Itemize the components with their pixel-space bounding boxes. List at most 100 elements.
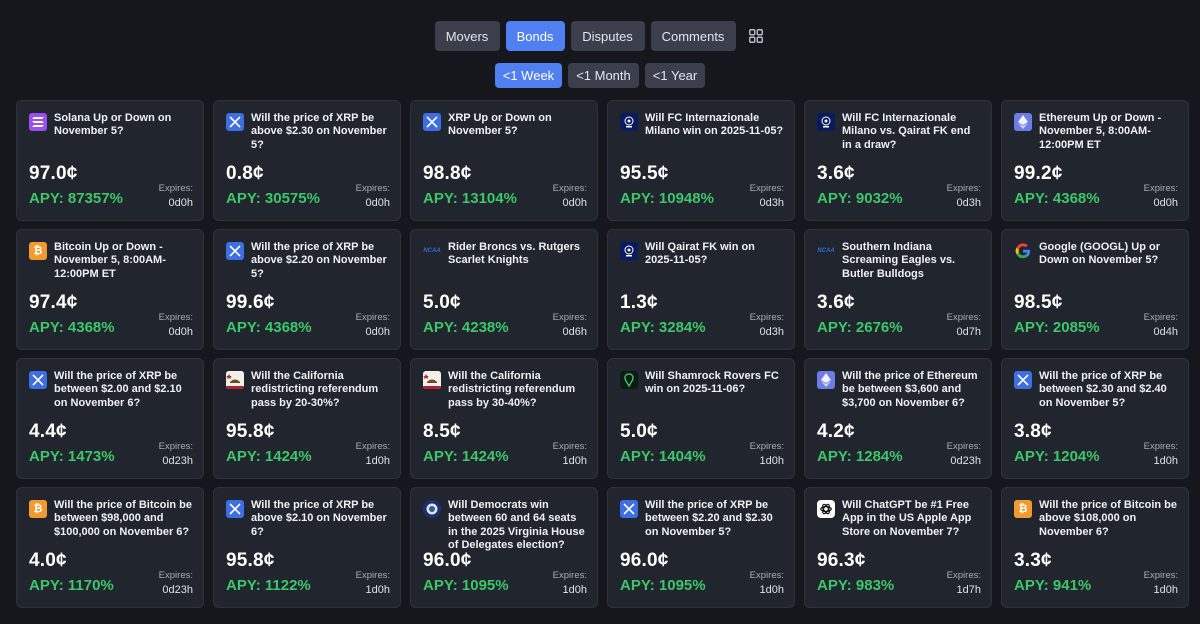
grid-view-icon[interactable] — [746, 21, 766, 51]
tab-disputes[interactable]: Disputes — [570, 21, 645, 51]
expires-value: 0d6h — [562, 326, 587, 338]
bond-card[interactable]: Will the California redistricting refere… — [213, 358, 401, 479]
bond-card[interactable]: ₿ Will the price of Bitcoin be above $108… — [1001, 487, 1189, 608]
bond-card[interactable]: Will the price of XRP be between $2.00 a… — [16, 358, 204, 479]
bond-card[interactable]: Will the price of XRP be between $2.30 a… — [1001, 358, 1189, 479]
view-tabs: Movers Bonds Disputes Comments — [0, 21, 1200, 51]
bond-card[interactable]: XRP Up or Down on November 5? 98.8¢ APY: 1… — [410, 100, 598, 221]
expires-label: Expires: — [749, 312, 784, 323]
bond-card[interactable]: Will the price of Ethereum be between $3… — [804, 358, 992, 479]
card-title[interactable]: Will the price of XRP be above $2.10 on … — [251, 499, 387, 538]
bond-card[interactable]: Will the price of XRP be between $2.20 a… — [607, 487, 795, 608]
bond-card[interactable]: Will the California redistricting refere… — [410, 358, 598, 479]
expires-value: 0d0h — [168, 326, 193, 338]
card-title[interactable]: Will Qairat FK win on 2025-11-05? — [645, 241, 755, 267]
bond-cards-grid: Solana Up or Down on November 5? 97.0¢ APY… — [16, 100, 1198, 608]
card-title[interactable]: Will Democrats win between 60 and 64 sea… — [448, 499, 585, 552]
bond-card[interactable]: NCAA Southern Indiana Screaming Eagles vs… — [804, 229, 992, 350]
card-apy: APY: 1284% — [817, 448, 903, 465]
card-price: 3.8¢ — [1014, 421, 1052, 442]
tab-bonds[interactable]: Bonds — [505, 21, 565, 51]
expires-value: 0d3h — [759, 197, 784, 209]
card-title[interactable]: Will the price of XRP be between $2.30 a… — [1039, 370, 1167, 409]
expires-value: 1d0h — [562, 584, 587, 596]
card-title[interactable]: Will FC Internazionale Milano win on 202… — [645, 112, 784, 138]
card-apy: APY: 1122% — [226, 577, 311, 594]
card-title[interactable]: Will the price of Bitcoin be between $98… — [54, 499, 193, 538]
bond-card[interactable]: Will FC Internazionale Milano win on 202… — [607, 100, 795, 221]
expires-value: 0d3h — [956, 197, 981, 209]
expires-value: 1d0h — [365, 584, 390, 596]
period-1-week[interactable]: <1 Week — [494, 63, 563, 88]
champions-league-icon — [817, 113, 835, 131]
expires-label: Expires: — [749, 183, 784, 194]
bond-card[interactable]: Google (GOOGL) Up or Down on November 5?… — [1001, 229, 1189, 350]
expires-label: Expires: — [158, 570, 193, 581]
period-1-year[interactable]: <1 Year — [644, 63, 706, 88]
card-price: 96.0¢ — [620, 550, 669, 571]
ethereum-icon — [1014, 113, 1032, 131]
card-title[interactable]: Solana Up or Down on November 5? — [54, 112, 172, 138]
card-apy: APY: 1404% — [620, 448, 706, 465]
card-price: 95.8¢ — [226, 550, 275, 571]
card-title[interactable]: Will the price of XRP be above $2.20 on … — [251, 241, 387, 280]
card-price: 5.0¢ — [620, 421, 658, 442]
expires-value: 0d7h — [956, 326, 981, 338]
card-title[interactable]: Will the price of Ethereum be between $3… — [842, 370, 978, 409]
bond-card[interactable]: Will Qairat FK win on 2025-11-05? 1.3¢ APY… — [607, 229, 795, 350]
bond-card[interactable]: Ethereum Up or Down - November 5, 8:00AM… — [1001, 100, 1189, 221]
card-price: 98.5¢ — [1014, 292, 1063, 313]
expires-label: Expires: — [552, 183, 587, 194]
card-apy: APY: 4368% — [29, 319, 115, 336]
bond-card[interactable]: ₿ Will the price of Bitcoin be between $9… — [16, 487, 204, 608]
card-title[interactable]: Will the price of Bitcoin be above $108,… — [1039, 499, 1178, 538]
bond-card[interactable]: Will the price of XRP be above $2.10 on … — [213, 487, 401, 608]
expires-value: 1d0h — [365, 455, 390, 467]
card-apy: APY: 1204% — [1014, 448, 1100, 465]
card-title[interactable]: Will the price of XRP be between $2.00 a… — [54, 370, 182, 409]
card-apy: APY: 10948% — [620, 190, 714, 207]
card-title[interactable]: Google (GOOGL) Up or Down on November 5? — [1039, 241, 1160, 267]
card-apy: APY: 1424% — [226, 448, 312, 465]
card-apy: APY: 4368% — [226, 319, 312, 336]
ncaa-icon: NCAA — [817, 248, 835, 254]
card-title[interactable]: Will the California redistricting refere… — [448, 370, 576, 409]
expires-value: 1d0h — [562, 455, 587, 467]
bond-card[interactable]: Will FC Internazionale Milano vs. Qairat… — [804, 100, 992, 221]
bond-card[interactable]: Solana Up or Down on November 5? 97.0¢ APY… — [16, 100, 204, 221]
bond-card[interactable]: Will the price of XRP be above $2.20 on … — [213, 229, 401, 350]
expires-value: 0d0h — [1153, 197, 1178, 209]
expires-label: Expires: — [355, 441, 390, 452]
expires-label: Expires: — [1143, 570, 1178, 581]
expires-value: 0d0h — [168, 197, 193, 209]
card-title[interactable]: Will the price of XRP be between $2.20 a… — [645, 499, 773, 538]
expires-label: Expires: — [552, 570, 587, 581]
card-title[interactable]: Rider Broncs vs. Rutgers Scarlet Knights — [448, 241, 581, 267]
tab-comments[interactable]: Comments — [650, 21, 736, 51]
card-title[interactable]: Will Shamrock Rovers FC win on 2025-11-0… — [645, 370, 779, 396]
california-flag-icon — [226, 371, 244, 389]
card-title[interactable]: Ethereum Up or Down - November 5, 8:00AM… — [1039, 112, 1162, 151]
bond-card[interactable]: Will Democrats win between 60 and 64 sea… — [410, 487, 598, 608]
bond-card[interactable]: ₿ Bitcoin Up or Down - November 5, 8:00AM… — [16, 229, 204, 350]
bond-card[interactable]: NCAA Rider Broncs vs. Rutgers Scarlet Kni… — [410, 229, 598, 350]
card-title[interactable]: Will ChatGPT be #1 Free App in the US Ap… — [842, 499, 972, 538]
expires-label: Expires: — [355, 312, 390, 323]
bond-card[interactable]: Will ChatGPT be #1 Free App in the US Ap… — [804, 487, 992, 608]
expires-label: Expires: — [749, 570, 784, 581]
card-title[interactable]: Bitcoin Up or Down - November 5, 8:00AM-… — [54, 241, 166, 280]
card-title[interactable]: Will the California redistricting refere… — [251, 370, 379, 409]
expires-label: Expires: — [355, 570, 390, 581]
card-title[interactable]: Will FC Internazionale Milano vs. Qairat… — [842, 112, 971, 151]
virginia-seal-icon — [423, 500, 441, 518]
card-title[interactable]: XRP Up or Down on November 5? — [448, 112, 552, 138]
card-title[interactable]: Will the price of XRP be above $2.30 on … — [251, 112, 387, 151]
card-title[interactable]: Southern Indiana Screaming Eagles vs. Bu… — [842, 241, 956, 280]
card-price: 5.0¢ — [423, 292, 461, 313]
period-1-month[interactable]: <1 Month — [568, 63, 639, 88]
card-apy: APY: 941% — [1014, 577, 1092, 594]
bond-card[interactable]: Will Shamrock Rovers FC win on 2025-11-0… — [607, 358, 795, 479]
tab-movers[interactable]: Movers — [434, 21, 500, 51]
bond-card[interactable]: Will the price of XRP be above $2.30 on … — [213, 100, 401, 221]
expires-label: Expires: — [749, 441, 784, 452]
